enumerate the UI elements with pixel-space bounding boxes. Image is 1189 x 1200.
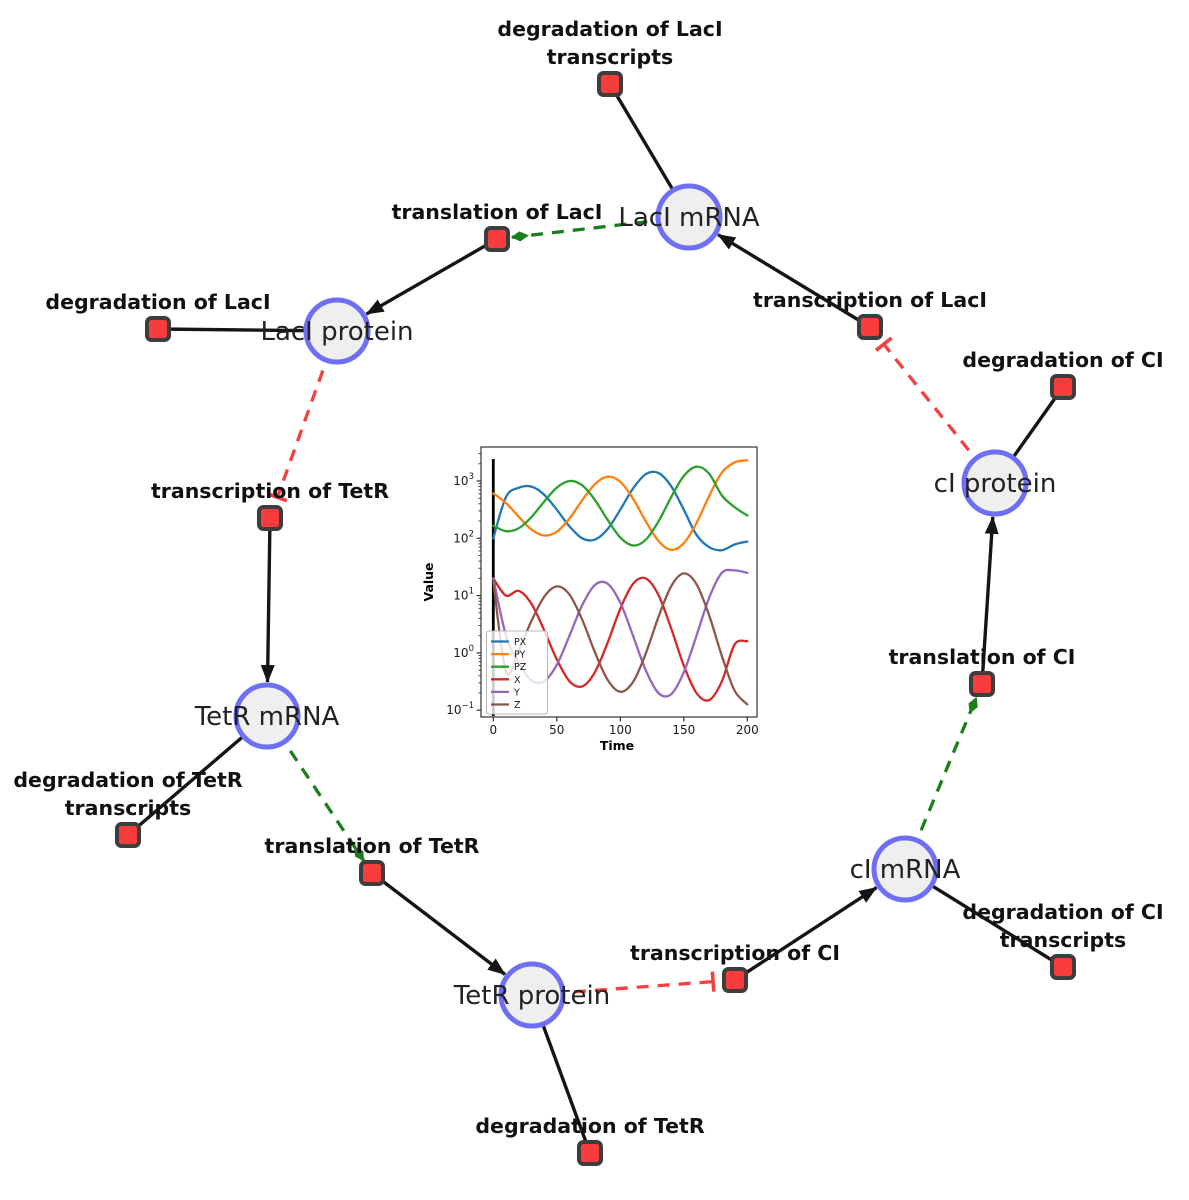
reaction-node-deg_tetr_tx[interactable]	[115, 822, 141, 848]
edge-production-transl_tetr-tetr_protein	[370, 871, 506, 976]
species-label-ci_mrna: cI mRNA	[850, 855, 961, 885]
labels-layer: degradation of LacI transcripts translatio…	[13, 17, 1163, 1138]
edge-production-txn_ci-ci_mrna	[734, 886, 878, 982]
reaction-label-txn_ci-line1: transcription of CI	[630, 941, 840, 965]
species-nodes-layer	[233, 183, 1029, 1029]
legend-label-X: X	[514, 675, 521, 686]
y-tick-label: 101	[453, 587, 474, 603]
reaction-node-txn_ci[interactable]	[722, 967, 748, 993]
edge-production-txn_laci-laci_mrna	[717, 233, 871, 329]
x-tick-label: 200	[736, 723, 759, 737]
reaction-label-transl_tetr-line1: translation of TetR	[265, 834, 480, 858]
legend-label-PX: PX	[514, 637, 527, 648]
reaction-label-deg_ci_tx-line2: transcripts	[1000, 928, 1127, 952]
x-axis-title: Time	[600, 738, 634, 753]
legend-label-PZ: PZ	[514, 662, 527, 673]
reaction-node-deg_ci_tx[interactable]	[1050, 954, 1076, 980]
reaction-label-deg_laci_tx-line1: degradation of LacI	[497, 17, 722, 41]
series-PZ-line	[492, 465, 749, 547]
species-label-tetr_protein: TetR protein	[453, 981, 610, 1011]
y-tick-label: 100	[453, 644, 474, 660]
reaction-node-deg_laci_tx[interactable]	[597, 71, 623, 97]
species-label-ci_protein: cI protein	[934, 469, 1057, 499]
legend-label-Z: Z	[514, 700, 521, 711]
x-tick-label: 150	[672, 723, 695, 737]
reaction-label-transl_ci-line1: translation of CI	[889, 645, 1076, 669]
y-tick-label: 102	[453, 529, 474, 545]
species-node-tetr_mrna[interactable]	[233, 682, 301, 750]
species-node-laci_protein[interactable]	[303, 297, 371, 365]
reaction-label-deg_ci_tx-line1: degradation of CI	[962, 900, 1163, 924]
species-label-laci_protein: LacI protein	[260, 317, 413, 347]
reaction-label-txn_laci-line1: transcription of LacI	[753, 288, 987, 312]
series-X-line	[492, 576, 749, 702]
series-PX-line	[492, 470, 749, 552]
reaction-nodes-layer	[115, 71, 1076, 1166]
reaction-label-deg_tetr_tx-line1: degradation of TetR	[13, 768, 242, 792]
species-node-ci_mrna[interactable]	[871, 835, 939, 903]
reaction-node-txn_tetr[interactable]	[257, 505, 283, 531]
reaction-label-deg_tetr_tx-line2: transcripts	[65, 796, 192, 820]
reaction-node-transl_tetr[interactable]	[359, 860, 385, 886]
legend-label-PY: PY	[514, 650, 526, 661]
reaction-node-deg_laci[interactable]	[145, 316, 171, 342]
reaction-node-txn_laci[interactable]	[857, 314, 883, 340]
reaction-label-transl_laci-line1: translation of LacI	[392, 200, 603, 224]
reaction-node-transl_ci[interactable]	[969, 671, 995, 697]
y-tick-label: 103	[453, 472, 474, 488]
species-label-laci_mrna: LacI mRNA	[618, 203, 759, 233]
y-axis-title: Value	[421, 562, 436, 601]
species-node-laci_mrna[interactable]	[655, 183, 723, 251]
reaction-label-deg_laci-line1: degradation of LacI	[45, 290, 270, 314]
species-node-tetr_protein[interactable]	[498, 961, 566, 1029]
x-tick-label: 0	[489, 723, 497, 737]
edge-production-transl_ci-ci_protein	[980, 515, 999, 685]
x-tick-label: 100	[609, 723, 632, 737]
legend-box	[486, 630, 548, 715]
series-Z-line	[492, 572, 749, 706]
species-node-ci_protein[interactable]	[961, 449, 1029, 517]
series-PY-line	[492, 459, 749, 551]
reaction-label-deg_ci-line1: degradation of CI	[962, 348, 1163, 372]
reaction-label-deg_laci_tx-line2: transcripts	[547, 45, 674, 69]
reaction-node-deg_ci[interactable]	[1050, 374, 1076, 400]
reaction-label-txn_tetr-line1: transcription of TetR	[151, 479, 389, 503]
edge-production-txn_tetr-tetr_mrna	[260, 517, 275, 684]
y-tick-label: 10−1	[446, 701, 474, 717]
species-label-tetr_mrna: TetR mRNA	[194, 702, 340, 732]
edge-production-transl_laci-laci_protein	[365, 237, 498, 316]
reaction-node-deg_tetr[interactable]	[577, 1140, 603, 1166]
reaction-node-transl_laci[interactable]	[484, 226, 510, 252]
reaction-label-deg_tetr-line1: degradation of TetR	[475, 1114, 704, 1138]
x-tick-label: 50	[549, 723, 564, 737]
legend-label-Y: Y	[513, 687, 520, 698]
